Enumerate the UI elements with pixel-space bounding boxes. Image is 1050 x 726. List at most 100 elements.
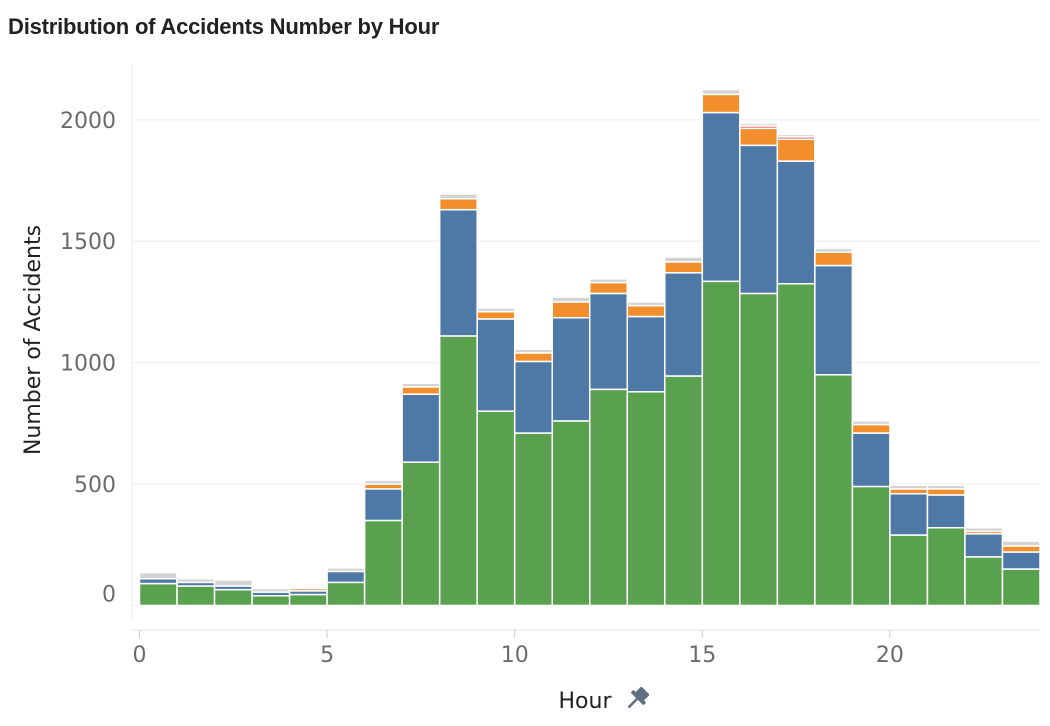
bar-segment[interactable] [739, 144, 779, 295]
bar-segment[interactable] [626, 391, 666, 607]
histogram-bin[interactable] [438, 193, 478, 607]
bar-segment[interactable] [326, 567, 366, 573]
bar-segment[interactable] [1001, 545, 1041, 553]
bar-segment[interactable] [551, 296, 591, 303]
histogram-bin[interactable] [513, 348, 553, 607]
bar-segment[interactable] [213, 579, 253, 587]
bar-segment[interactable] [551, 316, 591, 422]
bar-segment[interactable] [739, 292, 779, 607]
bar-segment[interactable] [926, 484, 966, 490]
histogram-bin[interactable] [213, 579, 253, 607]
bar-segment[interactable] [589, 292, 629, 391]
bar-segment[interactable] [814, 264, 854, 376]
bar-segment[interactable] [401, 382, 441, 388]
bar-segment[interactable] [363, 479, 403, 485]
histogram-bin[interactable] [288, 586, 328, 607]
bar-segment[interactable] [851, 420, 891, 426]
histogram-bin[interactable] [176, 577, 216, 607]
histogram-bin[interactable] [1001, 540, 1041, 607]
histogram-bin[interactable] [851, 420, 891, 607]
bar-segment[interactable] [626, 304, 666, 318]
bar-segment[interactable] [739, 127, 779, 147]
histogram-bin[interactable] [889, 484, 929, 607]
histogram-bin[interactable] [401, 382, 441, 607]
bar-segment[interactable] [926, 488, 966, 496]
bar-segment[interactable] [926, 526, 966, 607]
histogram-bin[interactable] [739, 122, 779, 607]
histogram-bin[interactable] [664, 256, 704, 607]
bar-segment[interactable] [739, 122, 779, 127]
histogram-bin[interactable] [964, 526, 1004, 607]
bar-segment[interactable] [176, 577, 216, 584]
bar-segment[interactable] [889, 492, 929, 536]
bar-segment[interactable] [213, 588, 253, 607]
bar-segment[interactable] [1001, 551, 1041, 570]
bar-segment[interactable] [589, 388, 629, 607]
histogram-bin[interactable] [363, 479, 403, 607]
bar-segment[interactable] [513, 432, 553, 607]
bar-segment[interactable] [964, 526, 1004, 533]
bar-segment[interactable] [326, 581, 366, 607]
bar-segment[interactable] [438, 208, 478, 337]
bar-segment[interactable] [701, 111, 741, 283]
histogram-bin[interactable] [626, 301, 666, 607]
bar-segment[interactable] [401, 461, 441, 607]
histogram-bin[interactable] [326, 567, 366, 607]
bar-segment[interactable] [363, 519, 403, 607]
bar-segment[interactable] [701, 280, 741, 607]
bar-segment[interactable] [626, 315, 666, 393]
bar-segment[interactable] [851, 423, 891, 434]
bar-segment[interactable] [664, 375, 704, 607]
pin-icon[interactable] [622, 684, 652, 714]
histogram-bin[interactable] [551, 296, 591, 607]
bars[interactable] [138, 88, 1041, 607]
bar-segment[interactable] [1001, 540, 1041, 547]
histogram-bin[interactable] [814, 247, 854, 607]
bar-segment[interactable] [776, 133, 816, 138]
bar-segment[interactable] [776, 160, 816, 285]
bar-segment[interactable] [401, 386, 441, 395]
bar-segment[interactable] [814, 374, 854, 607]
bar-segment[interactable] [701, 93, 741, 114]
bar-segment[interactable] [551, 301, 591, 319]
bar-segment[interactable] [551, 420, 591, 607]
bar-segment[interactable] [664, 256, 704, 263]
bar-segment[interactable] [476, 310, 516, 320]
bar-segment[interactable] [1001, 568, 1041, 607]
bar-segment[interactable] [814, 247, 854, 253]
bar-segment[interactable] [326, 570, 366, 584]
bar-segment[interactable] [889, 534, 929, 607]
bar-segment[interactable] [589, 281, 629, 295]
bar-segment[interactable] [476, 410, 516, 607]
bar-segment[interactable] [889, 484, 929, 490]
bar-segment[interactable] [251, 594, 291, 607]
histogram-bin[interactable] [776, 133, 816, 607]
bar-segment[interactable] [438, 193, 478, 200]
bar-segment[interactable] [814, 251, 854, 267]
bar-segment[interactable] [401, 393, 441, 463]
bar-segment[interactable] [513, 348, 553, 354]
bar-segment[interactable] [851, 485, 891, 607]
bar-segment[interactable] [438, 198, 478, 211]
histogram-bin[interactable] [926, 484, 966, 607]
bar-segment[interactable] [964, 556, 1004, 607]
bar-segment[interactable] [664, 272, 704, 377]
bar-segment[interactable] [363, 488, 403, 522]
bar-segment[interactable] [476, 307, 516, 313]
bar-segment[interactable] [513, 352, 553, 363]
bar-segment[interactable] [701, 88, 741, 96]
bar-segment[interactable] [138, 571, 178, 580]
histogram-bin[interactable] [251, 587, 291, 607]
bar-segment[interactable] [626, 301, 666, 307]
bar-segment[interactable] [513, 360, 553, 434]
bar-segment[interactable] [776, 138, 816, 162]
bar-segment[interactable] [476, 318, 516, 412]
histogram-bin[interactable] [701, 88, 741, 607]
histogram-bin[interactable] [476, 307, 516, 607]
bar-segment[interactable] [438, 335, 478, 607]
bar-segment[interactable] [176, 585, 216, 607]
bar-segment[interactable] [251, 587, 291, 593]
bar-segment[interactable] [288, 593, 328, 607]
bar-segment[interactable] [964, 533, 1004, 558]
histogram-bin[interactable] [589, 278, 629, 607]
